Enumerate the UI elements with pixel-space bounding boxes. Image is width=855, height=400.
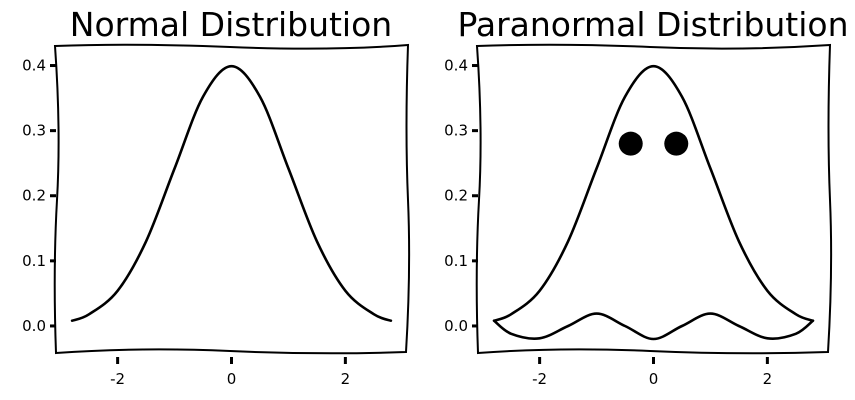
y-tick-label: 0.1 [444, 252, 468, 270]
x-tick-label: 2 [763, 370, 773, 388]
plot-frame [53, 43, 411, 355]
y-tick-label: 0.4 [444, 57, 468, 75]
y-tick-label: 0.2 [444, 187, 468, 205]
y-tick-label: 0.2 [22, 187, 46, 205]
normal-distribution-panel: Normal Distribution 0.0 0.1 0.2 0.3 0.4 -2 0 2 [22, 5, 411, 388]
plot-frame [475, 43, 833, 355]
x-tick-label: 0 [227, 370, 237, 388]
ghost-eye-marker [664, 131, 689, 156]
x-tick-label: -2 [532, 370, 547, 388]
y-tick-label: 0.0 [22, 317, 46, 335]
y-tick-label: 0.0 [444, 317, 468, 335]
y-tick-label: 0.4 [22, 57, 46, 75]
series-line [492, 64, 815, 322]
paranormal-distribution-panel: Paranormal Distribution 0.0 0.1 0.2 0.3 0.4 -… [444, 5, 848, 388]
x-tick-label: 0 [649, 370, 659, 388]
chart-title: Normal Distribution [70, 5, 392, 44]
series-line [70, 64, 393, 322]
x-tick-label: 2 [341, 370, 351, 388]
x-tick-label: -2 [110, 370, 125, 388]
y-tick-label: 0.1 [22, 252, 46, 270]
ghost-eye-marker [618, 131, 643, 156]
chart-title: Paranormal Distribution [457, 5, 848, 44]
y-tick-label: 0.3 [444, 122, 468, 140]
series-line [492, 312, 815, 341]
y-tick-label: 0.3 [22, 122, 46, 140]
